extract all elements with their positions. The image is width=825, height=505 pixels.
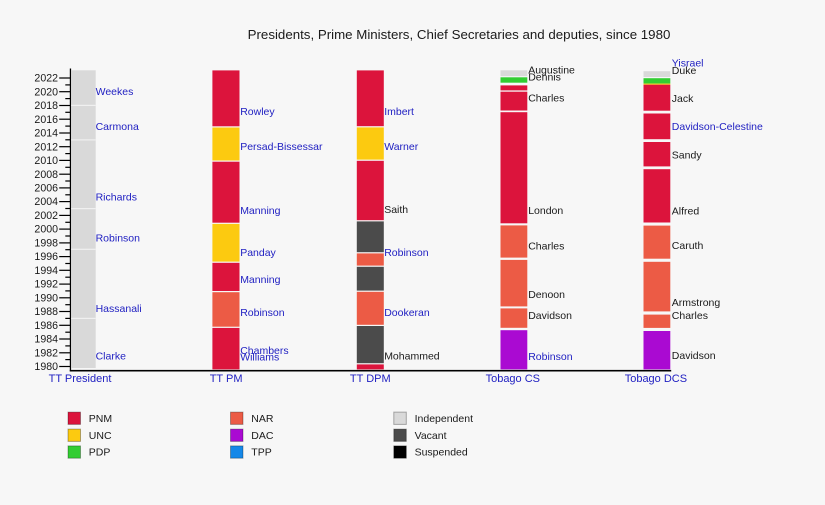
svg-text:Davidson-Celestine: Davidson-Celestine [672, 121, 763, 133]
svg-text:1984: 1984 [34, 334, 58, 346]
svg-text:Davidson: Davidson [672, 350, 716, 362]
svg-text:PDP: PDP [89, 447, 111, 459]
svg-text:TT President: TT President [49, 373, 112, 385]
svg-text:Caruth: Caruth [672, 240, 704, 252]
svg-text:Yisrael: Yisrael [672, 58, 704, 70]
svg-text:Robinson: Robinson [240, 307, 285, 319]
svg-text:Tobago CS: Tobago CS [486, 373, 540, 385]
svg-text:Williams: Williams [240, 351, 279, 363]
svg-text:Persad-Bissessar: Persad-Bissessar [240, 141, 323, 153]
svg-text:Presidents, Prime Ministers, C: Presidents, Prime Ministers, Chief Secre… [248, 27, 671, 42]
svg-text:Richards: Richards [96, 192, 137, 204]
svg-text:Manning: Manning [240, 205, 280, 217]
svg-text:Davidson: Davidson [528, 310, 572, 322]
svg-text:Duke: Duke [672, 65, 697, 77]
svg-text:Clarke: Clarke [96, 351, 127, 363]
svg-text:Weekes: Weekes [96, 86, 134, 98]
svg-text:NAR: NAR [251, 413, 274, 425]
svg-text:Independent: Independent [415, 413, 473, 425]
svg-text:Hassanali: Hassanali [96, 303, 142, 315]
svg-text:2014: 2014 [34, 128, 58, 140]
svg-text:Charles: Charles [528, 93, 564, 105]
svg-text:1992: 1992 [34, 279, 58, 291]
svg-text:Jack: Jack [672, 93, 694, 105]
svg-text:Mohammed: Mohammed [384, 350, 440, 362]
svg-text:TPP: TPP [251, 447, 271, 459]
svg-text:2006: 2006 [34, 183, 58, 195]
svg-text:1982: 1982 [34, 347, 58, 359]
svg-text:Tobago DCS: Tobago DCS [625, 373, 687, 385]
svg-text:2016: 2016 [34, 114, 58, 126]
svg-text:1988: 1988 [34, 306, 58, 318]
svg-text:Sandy: Sandy [672, 150, 703, 162]
svg-text:Saith: Saith [384, 204, 408, 216]
svg-text:Robinson: Robinson [384, 247, 429, 259]
svg-text:1980: 1980 [34, 361, 58, 373]
svg-text:Denoon: Denoon [528, 289, 565, 301]
svg-text:2010: 2010 [34, 155, 58, 167]
svg-text:Armstrong: Armstrong [672, 297, 721, 309]
svg-text:Alfred: Alfred [672, 205, 700, 217]
svg-text:Charles: Charles [528, 241, 564, 253]
svg-text:Rowley: Rowley [240, 106, 275, 118]
svg-text:1986: 1986 [34, 320, 58, 332]
svg-text:Imbert: Imbert [384, 106, 414, 118]
svg-text:DAC: DAC [251, 430, 274, 442]
svg-text:Dookeran: Dookeran [384, 307, 430, 319]
svg-text:1998: 1998 [34, 238, 58, 250]
svg-text:Chambers: Chambers [240, 345, 288, 357]
svg-text:Augustine: Augustine [528, 65, 575, 77]
svg-text:2004: 2004 [34, 196, 58, 208]
svg-text:Warner: Warner [384, 141, 419, 153]
svg-text:1990: 1990 [34, 292, 58, 304]
svg-text:Vacant: Vacant [415, 430, 447, 442]
svg-text:Panday: Panday [240, 247, 276, 259]
svg-text:Carmona: Carmona [96, 121, 139, 133]
svg-text:2018: 2018 [34, 100, 58, 112]
svg-text:Suspended: Suspended [415, 447, 468, 459]
svg-text:2020: 2020 [34, 86, 58, 98]
svg-text:Charles: Charles [672, 310, 708, 322]
svg-text:TT DPM: TT DPM [350, 373, 391, 385]
svg-text:1994: 1994 [34, 265, 58, 277]
svg-text:2002: 2002 [34, 210, 58, 222]
svg-text:Manning: Manning [240, 274, 280, 286]
svg-text:2022: 2022 [34, 73, 58, 85]
svg-text:UNC: UNC [89, 430, 112, 442]
svg-text:TT PM: TT PM [210, 373, 243, 385]
svg-text:2012: 2012 [34, 141, 58, 153]
svg-text:2000: 2000 [34, 224, 58, 236]
svg-text:2008: 2008 [34, 169, 58, 181]
svg-text:Dennis: Dennis [528, 71, 561, 83]
svg-text:PNM: PNM [89, 413, 112, 425]
svg-text:Robinson: Robinson [96, 233, 141, 245]
svg-text:London: London [528, 205, 563, 217]
svg-text:Robinson: Robinson [528, 351, 573, 363]
svg-text:1996: 1996 [34, 251, 58, 263]
